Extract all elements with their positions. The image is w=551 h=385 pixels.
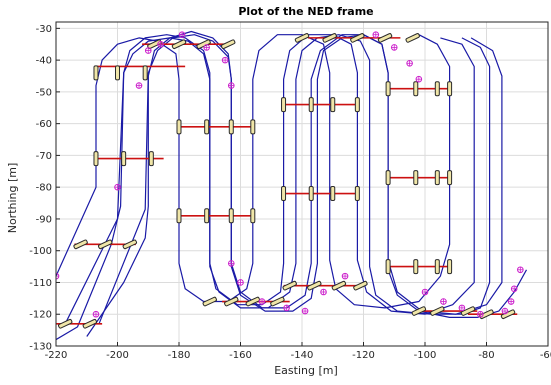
heading-glyph	[447, 259, 453, 275]
heading-glyph	[270, 296, 285, 307]
heading-glyph	[281, 97, 287, 113]
heading-glyph	[228, 119, 234, 135]
y-tick-label: -50	[36, 87, 52, 98]
x-tick-label: -180	[168, 350, 191, 361]
heading-glyph	[322, 33, 337, 43]
heading-glyph	[330, 186, 336, 202]
y-tick-label: -130	[29, 342, 52, 353]
heading-glyph	[385, 170, 391, 186]
heading-glyph	[281, 186, 287, 202]
heading-glyph	[224, 296, 239, 307]
y-tick-label: -90	[36, 214, 52, 225]
x-tick-label: -100	[414, 350, 437, 361]
y-tick-label: -40	[36, 56, 52, 67]
y-tick-label: -80	[36, 183, 52, 194]
heading-glyph	[122, 239, 137, 250]
heading-glyph	[93, 65, 99, 81]
heading-glyph	[460, 306, 476, 316]
heading-glyph	[294, 33, 310, 43]
heading-glyph	[221, 39, 236, 50]
heading-glyph	[385, 81, 391, 97]
x-tick-label: -160	[229, 350, 252, 361]
heading-glyph	[354, 186, 360, 202]
heading-glyph	[176, 208, 182, 224]
y-tick-label: -110	[29, 278, 52, 289]
heading-glyph	[250, 208, 256, 224]
heading-glyph	[58, 318, 73, 329]
path-line-1	[56, 34, 451, 309]
heading-glyph	[447, 170, 453, 186]
heading-glyph	[204, 208, 210, 224]
y-tick-label: -120	[29, 310, 52, 321]
heading-glyph	[250, 119, 256, 135]
grid	[55, 22, 549, 347]
x-tick-label: -60	[540, 350, 551, 361]
axes: -220 -200 -180 -160 -140 -120 -100 -80 -60 -130 -1…	[29, 21, 551, 361]
x-tick-label: -140	[291, 350, 314, 361]
x-tick-label: -80	[478, 350, 494, 361]
heading-glyph	[377, 33, 393, 43]
heading-glyph	[330, 97, 336, 113]
heading-glyph	[434, 81, 440, 97]
heading-glyph	[202, 296, 217, 307]
x-tick-label: -220	[45, 350, 68, 361]
y-tick-label: -60	[36, 119, 52, 130]
y-tick-label: -30	[36, 24, 52, 35]
heading-glyph	[228, 208, 234, 224]
chart-title: Plot of the NED frame	[238, 5, 373, 18]
plot-content	[56, 30, 528, 341]
x-tick-label: -120	[352, 350, 375, 361]
heading-glyph	[93, 151, 99, 167]
heading-glyph	[73, 239, 88, 250]
heading-glyph	[308, 97, 314, 113]
plot-area	[56, 30, 528, 341]
heading-glyph	[82, 318, 98, 329]
y-tick-label: -100	[29, 246, 52, 257]
x-tick-label: -200	[106, 350, 129, 361]
heading-glyph	[411, 306, 427, 316]
heading-glyph	[308, 186, 314, 202]
heading-glyph	[354, 97, 360, 113]
x-axis-title: Easting [m]	[274, 364, 338, 377]
heading-glyph	[353, 280, 368, 291]
heading-glyph	[245, 296, 260, 307]
y-tick-label: -70	[36, 151, 52, 162]
heading-glyph	[331, 280, 347, 291]
heading-glyph	[98, 239, 113, 250]
heading-glyph	[115, 65, 120, 81]
heading-glyph	[413, 81, 419, 97]
heading-glyph	[171, 39, 187, 50]
heading-glyph	[350, 33, 365, 43]
y-axis-title: Northing [m]	[6, 163, 19, 234]
heading-glyph	[447, 81, 453, 97]
heading-glyph	[121, 151, 127, 167]
heading-glyph	[142, 65, 148, 81]
heading-glyph	[434, 170, 440, 186]
heading-glyph	[307, 280, 322, 291]
heading-glyph	[413, 259, 419, 275]
heading-glyph	[385, 259, 391, 275]
heading-glyph	[204, 119, 210, 135]
heading-glyph	[148, 151, 154, 167]
path-line-4	[56, 34, 491, 341]
heading-glyph	[413, 170, 419, 186]
heading-glyph	[405, 33, 420, 43]
heading-glyph	[176, 119, 182, 135]
heading-glyph	[434, 259, 440, 275]
heading-glyph	[282, 280, 297, 291]
heading-glyph	[430, 306, 445, 316]
